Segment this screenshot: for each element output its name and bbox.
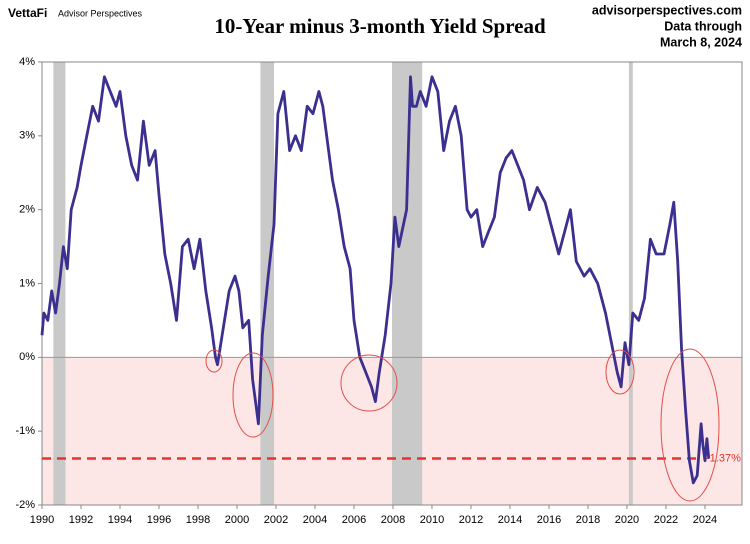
y-tick-label: 1% (19, 277, 35, 289)
x-tick-label: 1990 (30, 514, 54, 526)
x-tick-label: 2024 (693, 514, 717, 526)
x-tick-label: 2008 (381, 514, 405, 526)
background-layer (41, 61, 743, 506)
highlight-circle (660, 348, 720, 502)
x-tick-label: 2018 (576, 514, 600, 526)
x-tick-label: 2000 (225, 514, 249, 526)
note: Data through (664, 19, 742, 33)
y-tick-label: -1% (15, 425, 35, 437)
brand-subtitle: Advisor Perspectives (58, 8, 143, 18)
highlight-circle (205, 349, 223, 373)
y-tick-label: 3% (19, 130, 35, 142)
reference-label: -1.37% (706, 452, 741, 464)
recession-band (628, 62, 633, 505)
y-tick-label: 2% (19, 204, 35, 216)
y-tick-label: -2% (15, 499, 35, 511)
x-tick-label: 1998 (186, 514, 210, 526)
x-tick-label: 2012 (459, 514, 483, 526)
x-tick-label: 1992 (69, 514, 93, 526)
x-tick-label: 2022 (654, 514, 678, 526)
x-tick-label: 2004 (303, 514, 327, 526)
data-line (40, 75, 711, 485)
note: March 8, 2024 (660, 35, 742, 49)
highlight-circle (232, 352, 274, 438)
x-tick-label: 2002 (264, 514, 288, 526)
x-tick-label: 2006 (342, 514, 366, 526)
x-tick-label: 1996 (147, 514, 171, 526)
x-tick-label: 1994 (108, 514, 132, 526)
y-tick-label: 0% (19, 351, 35, 363)
x-tick-label: 2020 (615, 514, 639, 526)
source: advisorperspectives.com (592, 3, 742, 17)
x-tick-label: 2016 (537, 514, 561, 526)
x-tick-label: 2014 (498, 514, 522, 526)
chart-title: 10-Year minus 3-month Yield Spread (214, 14, 546, 38)
recession-band (392, 62, 423, 505)
y-tick-label: 4% (19, 56, 35, 68)
x-tick-label: 2010 (420, 514, 444, 526)
brand: VettaFi (8, 6, 47, 20)
highlight-circle (340, 354, 398, 412)
highlight-circle (605, 349, 635, 395)
